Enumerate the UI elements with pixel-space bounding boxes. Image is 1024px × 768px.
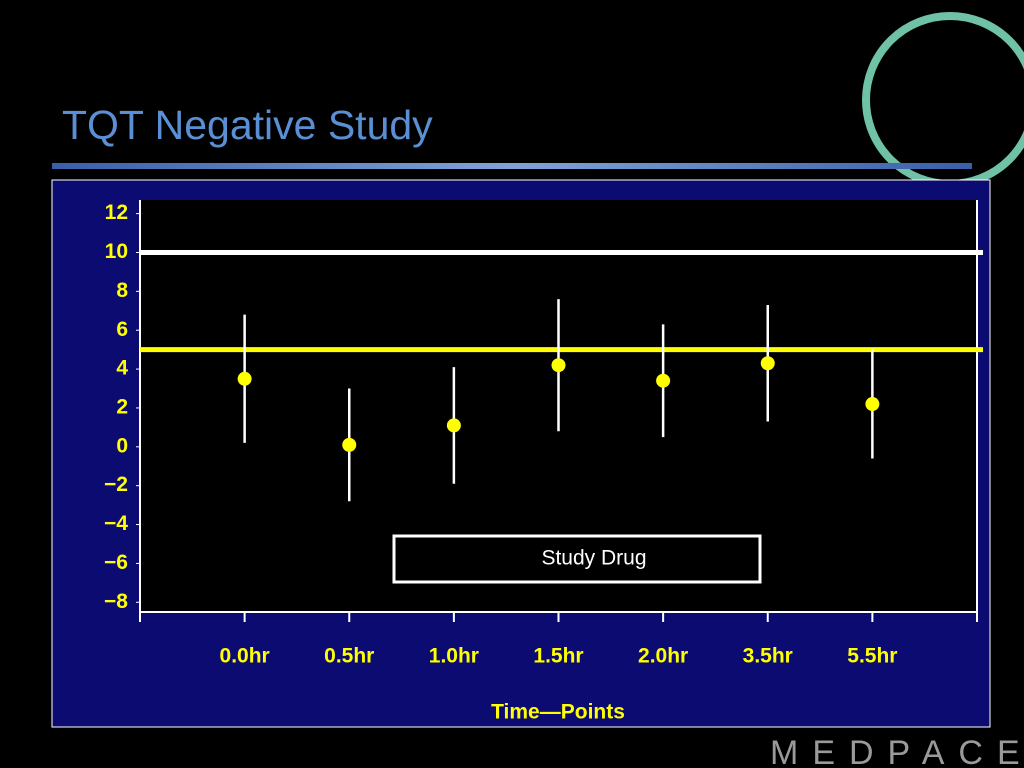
x-tick-label: 0.5hr	[324, 645, 374, 668]
point	[760, 356, 775, 371]
y-tick-label: −6	[104, 551, 128, 574]
y-tick-label: 0	[116, 434, 128, 457]
x-tick-label: 3.5hr	[743, 645, 793, 668]
point	[656, 373, 671, 388]
logo: MEDPACE	[770, 734, 1024, 768]
y-tick-label: 4	[116, 357, 128, 380]
y-tick-label: 6	[116, 318, 128, 341]
legend-label: Study Drug	[541, 547, 646, 570]
y-tick-label: −4	[104, 512, 128, 535]
y-tick-label: −8	[104, 590, 128, 613]
title-rule	[52, 163, 972, 169]
y-tick-label: 8	[116, 279, 128, 302]
point	[446, 418, 461, 433]
x-axis-title: Time—Points	[491, 701, 625, 724]
y-tick-label: 2	[116, 395, 128, 418]
x-tick-label: 1.0hr	[429, 645, 479, 668]
y-tick-label: 10	[105, 240, 128, 263]
slide-title: TQT Negative Study	[62, 102, 433, 148]
x-tick-label: 0.0hr	[220, 645, 270, 668]
point	[865, 397, 880, 412]
point	[342, 437, 357, 452]
legend-box	[392, 534, 762, 584]
y-tick-label: −2	[104, 473, 128, 496]
x-tick-label: 1.5hr	[533, 645, 583, 668]
y-tick-label: 12	[105, 201, 128, 224]
point	[237, 371, 252, 386]
x-tick-label: 2.0hr	[638, 645, 688, 668]
x-tick-label: 5.5hr	[847, 645, 897, 668]
point	[551, 358, 566, 373]
